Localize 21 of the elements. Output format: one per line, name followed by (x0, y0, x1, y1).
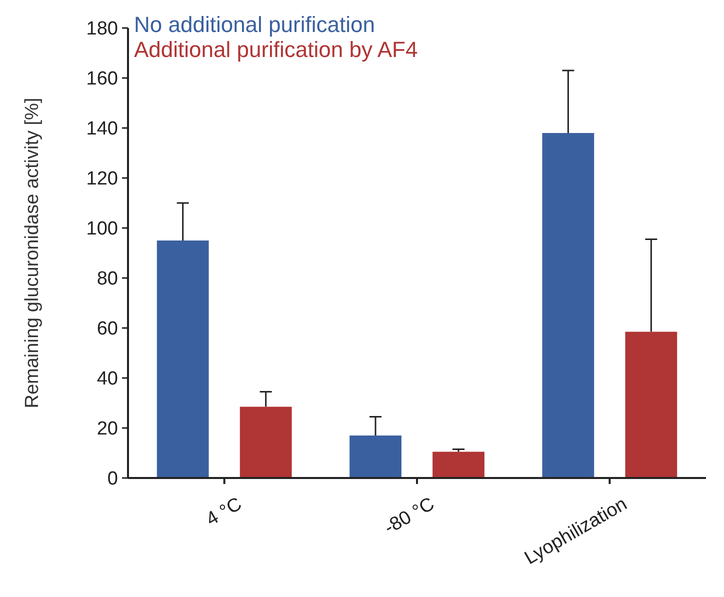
y-tick-label: 120 (86, 168, 118, 190)
y-tick-label: 60 (96, 318, 118, 340)
y-axis-title: Remaining glucuronidase activity [%] (22, 98, 43, 408)
y-tick-label: 100 (86, 218, 118, 240)
bar (625, 332, 678, 478)
bar (350, 436, 402, 478)
y-tick-label: 140 (86, 118, 118, 140)
bar (542, 133, 594, 478)
text: No additional purification (134, 12, 375, 37)
bar (432, 452, 484, 478)
y-tick-label: 40 (96, 368, 118, 390)
y-tick-label: 160 (86, 68, 118, 90)
text: Additional purification by AF4 (134, 37, 418, 62)
y-tick-label: 80 (96, 268, 118, 290)
y-tick-label: 0 (107, 468, 118, 490)
x-tick-label: 4 °C (202, 494, 246, 530)
bar (156, 240, 209, 478)
bar (240, 406, 292, 478)
y-tick-label: 180 (86, 18, 118, 40)
y-tick-label: 20 (96, 418, 118, 440)
x-tick-label: -80 °C (380, 494, 438, 539)
